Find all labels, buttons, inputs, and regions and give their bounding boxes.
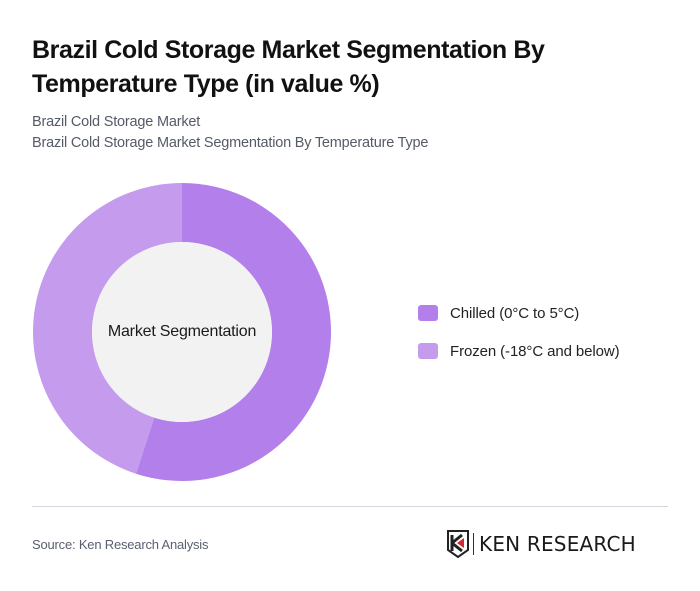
logo-separator	[473, 533, 474, 555]
logo-text: KEN RESEARCH	[479, 532, 636, 556]
legend-label-chilled: Chilled (0°C to 5°C)	[450, 304, 580, 322]
source-note: Source: Ken Research Analysis	[32, 537, 209, 552]
donut-hole	[92, 242, 272, 422]
ken-research-shield-icon	[447, 530, 469, 558]
chart-legend: Chilled (0°C to 5°C) Frozen (-18°C and b…	[418, 303, 620, 379]
chart-title: Brazil Cold Storage Market Segmentation …	[32, 36, 545, 98]
legend-swatch-chilled	[418, 305, 438, 321]
footer-divider	[32, 506, 668, 507]
donut-chart: Market Segmentation	[32, 182, 332, 482]
chart-subtitle-market: Brazil Cold Storage Market	[32, 114, 201, 130]
legend-swatch-frozen	[418, 343, 438, 359]
donut-segment-frozen[interactable]	[32, 183, 182, 474]
chart-subtitle-segment: Brazil Cold Storage Market Segmentation …	[32, 135, 429, 151]
donut-svg	[32, 183, 331, 482]
legend-label-frozen: Frozen (-18°C and below)	[450, 342, 620, 360]
legend-item-frozen[interactable]: Frozen (-18°C and below)	[418, 341, 620, 361]
legend-item-chilled[interactable]: Chilled (0°C to 5°C)	[418, 303, 620, 323]
donut-segment-chilled[interactable]	[135, 183, 331, 482]
ken-research-logo: KEN RESEARCH	[447, 530, 636, 558]
